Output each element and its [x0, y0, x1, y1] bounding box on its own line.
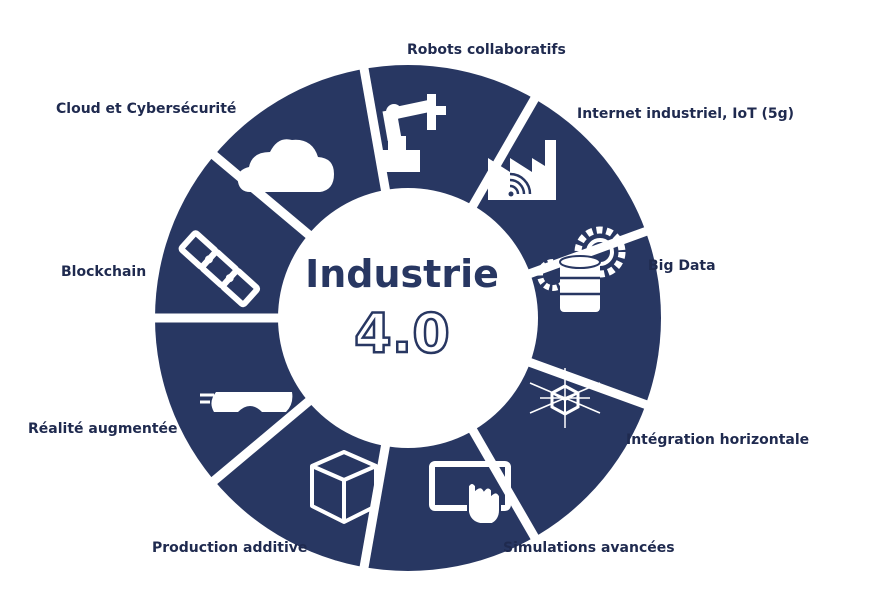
segment-separator — [205, 391, 319, 489]
center-disc — [278, 188, 538, 448]
ar-glasses-icon — [200, 392, 293, 412]
segment-separator — [464, 419, 542, 546]
segment-separator — [519, 354, 654, 412]
label-integration-horizontale: Intégration horizontale — [626, 432, 810, 448]
segment-separator — [358, 61, 392, 201]
label-blockchain: Blockchain — [61, 264, 147, 280]
segment-separator — [205, 147, 319, 245]
label-robots-collaboratifs: Robots collaboratifs — [407, 42, 566, 58]
chain-links-icon — [178, 230, 261, 308]
label-realite-augmentee: Réalité augmentée — [28, 421, 178, 437]
robot-arm-icon — [380, 94, 446, 172]
network-cube-icon — [529, 368, 601, 428]
label-cloud-cybersecurite: Cloud et Cybersécurité — [56, 101, 237, 117]
cloud-icon — [237, 139, 334, 192]
touch-screen-icon — [429, 461, 511, 525]
segment-separator — [464, 90, 542, 217]
center-title: Industrie — [305, 252, 499, 296]
cube-icon — [310, 450, 378, 524]
label-simulations-avancees: Simulations avancées — [503, 540, 675, 556]
factory-wifi-icon — [488, 140, 556, 200]
label-production-additive: Production additive — [152, 540, 308, 556]
database-gears-icon — [537, 226, 626, 312]
label-big-data: Big Data — [648, 258, 716, 274]
segment-separators — [148, 61, 654, 575]
label-internet-industriel: Internet industriel, IoT (5g) — [577, 106, 795, 122]
center-version: 4.0 — [354, 302, 450, 365]
